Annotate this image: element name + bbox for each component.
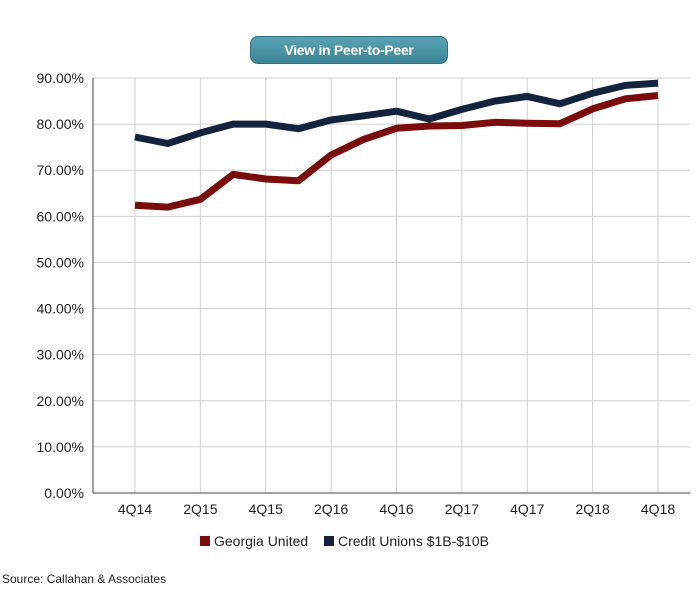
legend-item-georgia-united: Georgia United	[200, 533, 308, 549]
x-tick-label: 4Q18	[641, 501, 675, 517]
x-tick-label: 2Q15	[183, 501, 217, 517]
x-tick-label: 2Q16	[314, 501, 348, 517]
y-tick-label: 50.00%	[37, 254, 84, 270]
y-tick-label: 30.00%	[37, 347, 84, 363]
y-tick-label: 0.00%	[44, 485, 84, 501]
y-tick-label: 20.00%	[37, 393, 84, 409]
y-tick-labels: 0.00% 10.00% 20.00% 30.00% 40.00% 50.00% 60.00…	[37, 70, 84, 501]
view-in-peer-to-peer-button[interactable]: View in Peer-to-Peer	[250, 36, 448, 64]
legend: Georgia United Credit Unions $1B-$10B	[200, 533, 489, 549]
x-tick-label: 4Q17	[510, 501, 544, 517]
x-tick-labels: 4Q14 2Q15 4Q15 2Q16 4Q16 2Q17 4Q17 2Q18 4Q18	[118, 501, 675, 517]
grid-lines	[93, 77, 690, 493]
line-chart: 0.00% 10.00% 20.00% 30.00% 40.00% 50.00% 60.00…	[37, 70, 690, 549]
x-tick-label: 2Q18	[576, 501, 610, 517]
series-line-georgia-united	[134, 92, 659, 211]
legend-label: Georgia United	[214, 533, 308, 549]
legend-swatch	[200, 536, 210, 546]
series-line-credit-unions	[134, 79, 659, 147]
x-tick-label: 4Q15	[249, 501, 283, 517]
y-tick-label: 80.00%	[37, 116, 84, 132]
x-tick-label: 4Q16	[379, 501, 413, 517]
y-tick-label: 60.00%	[37, 208, 84, 224]
source-note: Source: Callahan & Associates	[2, 572, 167, 586]
legend-swatch	[324, 536, 334, 546]
y-tick-label: 10.00%	[37, 439, 84, 455]
legend-item-credit-unions: Credit Unions $1B-$10B	[324, 533, 489, 549]
x-tick-label: 4Q14	[118, 501, 152, 517]
legend-label: Credit Unions $1B-$10B	[338, 533, 489, 549]
series-lines	[134, 79, 659, 211]
x-tick-label: 2Q17	[445, 501, 479, 517]
y-tick-label: 40.00%	[37, 301, 84, 317]
axes	[92, 78, 690, 494]
y-tick-label: 70.00%	[37, 162, 84, 178]
y-tick-label: 90.00%	[37, 70, 84, 86]
